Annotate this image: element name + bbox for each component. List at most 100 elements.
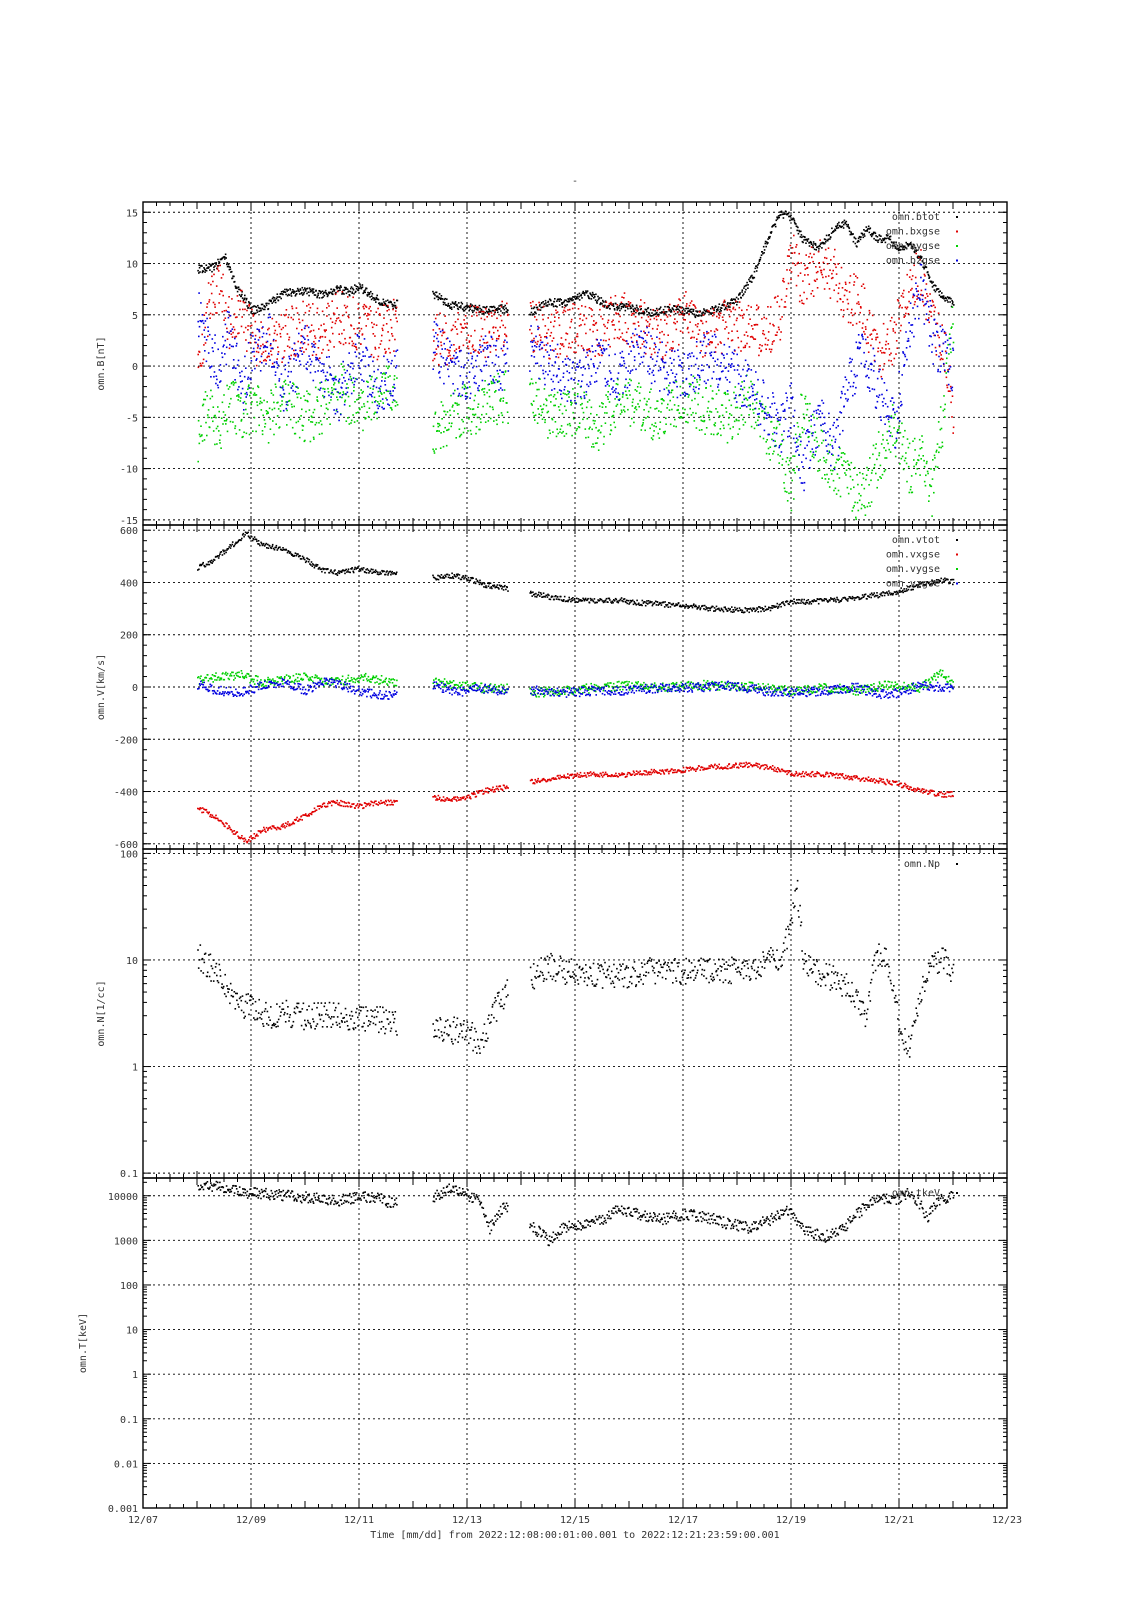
data-point: [677, 349, 679, 351]
data-point: [360, 287, 363, 290]
data-point: [304, 311, 307, 314]
data-point: [773, 450, 775, 453]
data-point: [587, 363, 589, 366]
data-point: [306, 368, 308, 371]
data-point: [271, 347, 274, 349]
data-point: [248, 305, 250, 307]
data-point: [558, 324, 561, 327]
data-point: [486, 345, 489, 347]
data-point: [620, 356, 623, 359]
data-point: [342, 366, 344, 368]
data-point: [336, 307, 338, 309]
data-point: [857, 293, 859, 296]
data-point: [626, 342, 628, 345]
data-point: [808, 241, 811, 244]
data-point: [499, 304, 502, 306]
data-point: [568, 300, 571, 303]
data-point: [689, 321, 691, 323]
data-point: [244, 294, 246, 297]
data-point: [918, 255, 921, 258]
data-point: [229, 266, 231, 268]
data-point: [630, 370, 632, 372]
data-point: [323, 323, 325, 325]
data-point: [368, 307, 370, 310]
data-point: [874, 447, 877, 450]
data-point: [569, 297, 571, 300]
data-point: [768, 453, 770, 455]
data-point: [533, 339, 535, 342]
data-point: [698, 388, 700, 390]
data-point: [242, 299, 245, 302]
data-point: [235, 345, 238, 347]
data-point: [539, 378, 541, 380]
data-point: [301, 319, 304, 322]
series-omn-btot: [197, 210, 955, 319]
data-point: [674, 322, 677, 325]
data-point: [650, 315, 653, 317]
data-point: [505, 334, 507, 337]
data-point: [750, 306, 752, 308]
data-point: [594, 296, 596, 298]
data-point: [846, 289, 848, 292]
data-point: [681, 310, 684, 313]
data-point: [386, 390, 388, 392]
data-point: [296, 312, 299, 314]
data-point: [372, 388, 374, 390]
data-point: [239, 288, 241, 291]
data-point: [879, 350, 882, 352]
data-point: [742, 424, 745, 426]
data-point: [685, 377, 688, 380]
data-point: [219, 364, 222, 366]
data-point: [765, 245, 767, 248]
data-point: [229, 314, 232, 317]
data-point: [278, 378, 281, 380]
data-point: [841, 225, 844, 228]
data-point: [251, 308, 253, 311]
data-point: [655, 315, 657, 318]
data-point: [710, 330, 712, 332]
data-point: [889, 320, 892, 322]
data-point: [474, 394, 476, 397]
data-point: [574, 340, 577, 343]
data-point: [458, 347, 460, 349]
data-point: [878, 454, 880, 457]
data-point: [679, 417, 681, 419]
data-point: [679, 299, 681, 302]
data-point: [720, 434, 722, 437]
data-point: [602, 301, 605, 303]
data-point: [741, 289, 744, 291]
data-point: [634, 407, 636, 409]
data-point: [852, 324, 854, 326]
data-point: [858, 499, 861, 502]
figure-title: -: [572, 176, 578, 187]
data-point: [381, 327, 384, 330]
data-point: [663, 366, 665, 369]
data-point: [827, 452, 829, 455]
data-point: [870, 235, 873, 238]
data-point: [755, 323, 757, 326]
data-point: [871, 314, 874, 317]
data-point: [689, 302, 692, 304]
data-point: [236, 295, 239, 297]
data-point: [824, 238, 827, 241]
data-point: [884, 343, 887, 346]
data-point: [888, 448, 890, 451]
data-point: [559, 298, 561, 300]
data-point: [860, 285, 863, 287]
data-point: [311, 416, 313, 419]
data-point: [232, 367, 234, 369]
data-point: [714, 333, 716, 336]
data-point: [320, 405, 322, 407]
data-point: [787, 463, 790, 466]
data-point: [317, 358, 319, 360]
data-point: [944, 403, 946, 406]
data-point: [851, 308, 853, 311]
data-point: [354, 401, 356, 403]
data-point: [733, 391, 735, 394]
data-point: [580, 324, 582, 326]
data-point: [443, 298, 446, 301]
data-point: [928, 277, 930, 279]
data-point: [475, 426, 478, 428]
data-point: [828, 234, 830, 236]
